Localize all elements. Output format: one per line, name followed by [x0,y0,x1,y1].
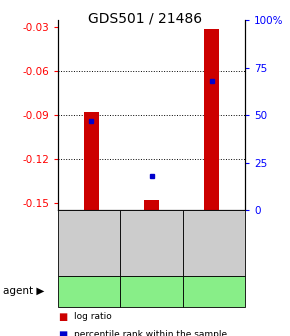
Text: percentile rank within the sample: percentile rank within the sample [74,330,227,336]
Text: ■: ■ [58,312,67,323]
Text: GSM8762: GSM8762 [209,218,219,268]
Text: IL4: IL4 [206,287,222,296]
Text: GDS501 / 21486: GDS501 / 21486 [88,12,202,26]
Text: GSM8757: GSM8757 [146,218,157,268]
Text: ■: ■ [58,330,67,336]
Text: IFNg: IFNg [77,287,102,296]
Bar [84,112,99,210]
Bar [144,200,159,210]
Text: GSM8752: GSM8752 [84,218,94,268]
Text: agent ▶: agent ▶ [3,287,44,296]
Text: log ratio: log ratio [74,312,112,322]
Bar [204,29,220,210]
Text: TNFa: TNFa [138,287,165,296]
